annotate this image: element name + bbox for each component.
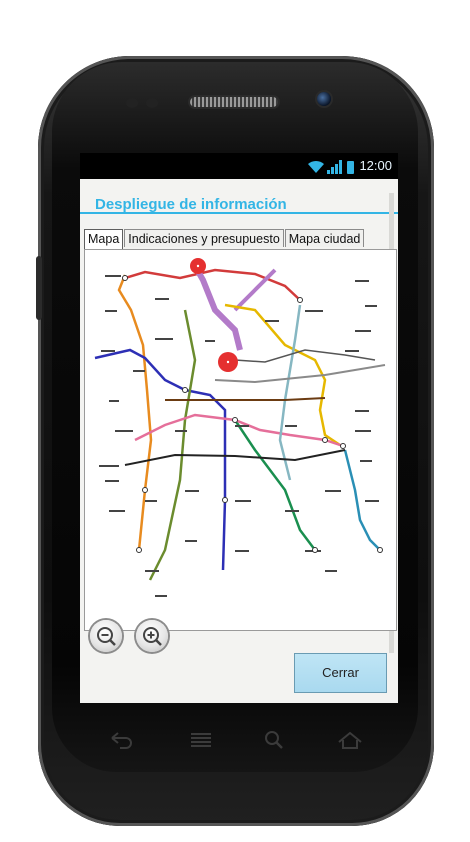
route-markers bbox=[190, 258, 238, 372]
metro-line-a-2 bbox=[233, 268, 277, 312]
status-bar: 12:00 bbox=[80, 153, 398, 179]
zoom-out-button[interactable] bbox=[90, 620, 122, 652]
signal-icon bbox=[327, 160, 342, 174]
metro-line-1 bbox=[134, 413, 344, 448]
metro-line-red bbox=[124, 268, 301, 301]
volume-button bbox=[36, 256, 42, 320]
metro-map-drawing bbox=[94, 258, 386, 597]
tab-mapa-ciudad[interactable]: Mapa ciudad bbox=[284, 229, 365, 247]
station-labels bbox=[99, 275, 379, 597]
metro-line-2 bbox=[94, 348, 227, 571]
metro-line-4 bbox=[278, 304, 302, 481]
metro-line-5 bbox=[224, 303, 341, 447]
light-sensor bbox=[146, 98, 158, 108]
title-divider bbox=[80, 212, 398, 214]
metro-line-dark bbox=[234, 349, 376, 363]
wifi-icon bbox=[308, 160, 324, 173]
metro-line-right bbox=[343, 449, 381, 551]
back-icon[interactable] bbox=[108, 730, 134, 750]
metro-line-a bbox=[192, 264, 243, 351]
tab-indicaciones[interactable]: Indicaciones y presupuesto bbox=[124, 229, 284, 247]
close-button[interactable]: Cerrar bbox=[294, 653, 387, 693]
metro-map[interactable] bbox=[84, 249, 397, 631]
metro-line-3 bbox=[148, 309, 197, 581]
dialog-title: Despliegue de información bbox=[95, 196, 287, 213]
metro-line-8 bbox=[233, 419, 316, 551]
tab-mapa[interactable]: Mapa bbox=[84, 229, 124, 249]
metro-line-7 bbox=[117, 274, 153, 551]
front-camera bbox=[317, 92, 331, 106]
zoom-in-button[interactable] bbox=[136, 620, 168, 652]
station-dots bbox=[122, 275, 383, 553]
metro-line-black bbox=[124, 449, 346, 466]
metro-line-b bbox=[214, 364, 386, 384]
status-icons bbox=[307, 158, 354, 174]
zoom-in-icon bbox=[143, 627, 162, 646]
menu-icon[interactable] bbox=[188, 730, 214, 750]
zoom-out-icon bbox=[97, 627, 116, 646]
search-icon[interactable] bbox=[262, 730, 288, 750]
metro-line-9 bbox=[165, 397, 326, 401]
screen: 12:00 Despliegue de información Mapa Ind… bbox=[80, 153, 398, 703]
status-time: 12:00 bbox=[359, 158, 392, 173]
battery-icon bbox=[347, 161, 354, 174]
earpiece-speaker bbox=[190, 97, 278, 107]
proximity-sensor bbox=[126, 98, 138, 108]
home-icon[interactable] bbox=[336, 730, 364, 750]
tab-bar: Mapa Indicaciones y presupuesto Mapa ciu… bbox=[84, 229, 365, 249]
